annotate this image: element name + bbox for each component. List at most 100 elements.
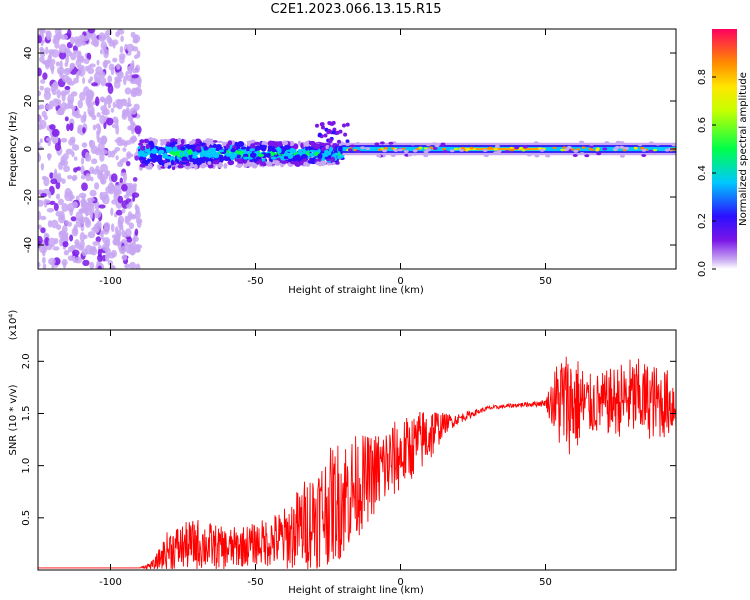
spectrogram-y-ticks: -40 -20 0 20 40 [23,47,676,253]
spectrogram-cell [117,195,124,204]
snr-x-tick-label: -100 [99,577,122,588]
spectrogram-cell [199,151,205,158]
spectrogram-y-tick-label: -20 [23,189,34,205]
spectrogram-cell [69,63,75,70]
spectrogram-cell [324,156,331,160]
spectrogram-cell [102,227,110,235]
spectrogram-cell [65,220,69,226]
spectrogram-cell [61,92,66,102]
spectrogram-x-tick-label: -50 [247,276,263,287]
spectrogram-cell [42,60,46,65]
spectrogram-cell [313,143,321,150]
spectrogram-cell [38,199,44,207]
spectrogram-cell [106,94,112,103]
snr-series-line [38,356,676,570]
spectrogram-cell [82,127,86,134]
spectrogram-cell [110,107,115,113]
spectrogram-cell [126,43,135,52]
spectrogram-cell [96,59,100,66]
spectrogram-cell [442,150,448,154]
spectrogram-cell [324,149,329,155]
spectrogram-cell [45,46,49,55]
spectrogram-cell [92,241,101,246]
spectrogram-cell [103,171,109,180]
spectrogram-cell [55,210,61,217]
spectrogram-cell [123,231,127,239]
spectrogram-cell [39,46,44,52]
spectrogram-cell [579,140,585,144]
spectrogram-cell [249,148,256,152]
spectrogram-cell [89,139,93,146]
spectrogram-cell [68,138,76,146]
spectrogram-cell [262,162,267,167]
spectrogram-cell [74,113,82,119]
snr-y-tick-label: 0.5 [21,510,32,526]
spectrogram-cell [51,128,60,137]
spectrogram-cell [95,165,100,173]
spectrogram-cell [77,124,83,132]
spectrogram-cell [641,148,647,152]
spectrogram-cell [146,158,151,165]
spectrogram-cell [136,220,142,228]
spectrogram-cell [124,140,132,145]
spectrogram-cell [100,41,108,50]
spectrogram-cell [45,103,52,111]
spectrogram-cell [126,203,132,209]
spectrogram-cell [83,58,90,65]
spectrogram-cell [149,152,157,159]
spectrogram-cell [180,146,186,151]
snr-x-ticks: -100 -50 0 50 [99,330,552,588]
spectrogram-cell [482,149,488,152]
spectrogram-cell [302,158,308,162]
spectrogram-cell [179,151,184,157]
spectrogram-cell [258,159,263,164]
spectrogram-cell [103,222,111,230]
spectrogram-cell [338,129,343,134]
spectrogram-cell [58,198,64,206]
spectrogram-cell [101,110,108,115]
spectrogram-cell [545,154,551,158]
spectrogram-cell [137,83,142,89]
spectrogram-cell [110,207,114,216]
spectrogram-cell [123,194,130,199]
spectrogram-cell [200,160,206,164]
spectrogram-cell [360,146,366,150]
spectrogram-cell [70,91,78,97]
spectrogram-cell [64,116,69,122]
spectrogram-cell [40,215,47,221]
spectrogram-cell [203,157,210,162]
spectrogram-cell [72,144,80,151]
spectrogram-cell [42,256,46,264]
spectrogram-cell [347,148,353,152]
spectrogram-cell [128,184,134,192]
spectrogram-cell [334,152,339,156]
spectrogram-cell [59,51,67,60]
spectrogram-cell [280,162,284,168]
spectrogram-cell [129,117,134,125]
spectrogram-cell [69,234,74,242]
spectrogram-cell [89,203,95,214]
spectrogram-cell [249,152,257,158]
spectrogram-cell [38,153,42,163]
spectrogram-cell [50,83,55,93]
spectrogram-cell [236,162,243,169]
spectrogram-band-peak [475,148,540,150]
spectrogram-cell [418,146,423,149]
spectrogram-cell [305,141,309,147]
spectrogram-cell [412,149,418,153]
spectrogram-cell [388,141,394,145]
spectrogram-cell [56,109,65,116]
spectrogram-cell [604,141,610,145]
spectrogram-cell [180,161,188,165]
spectrogram-cell [309,149,316,153]
chart-title: C2E1.2023.066.13.15.R15 [270,2,441,17]
spectrogram-cell [94,182,100,190]
spectrogram-cell [64,187,72,198]
spectrogram-cell [52,98,60,107]
spectrogram-cell [376,154,382,158]
spectrogram-cell [44,87,51,93]
snr-x-tick-label: 0 [397,577,403,588]
spectrogram-cell [157,154,163,158]
spectrogram-cell [337,139,341,144]
spectrogram-cell [282,140,289,146]
